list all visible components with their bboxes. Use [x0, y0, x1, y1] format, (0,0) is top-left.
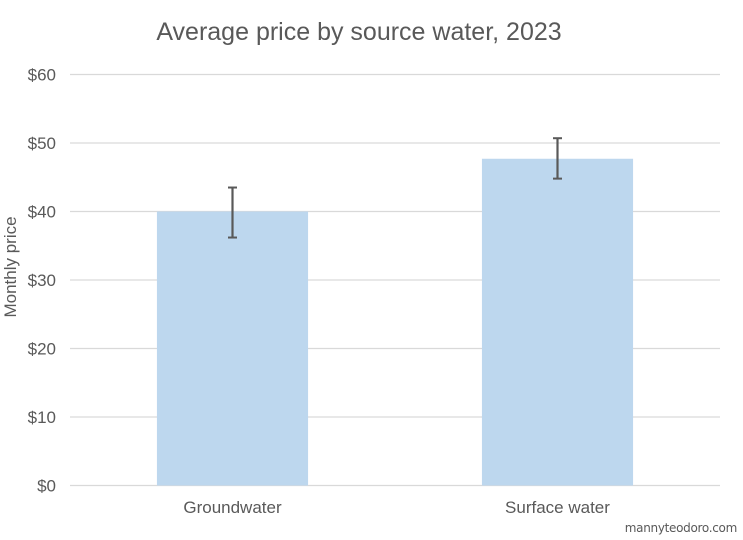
- y-axis-ticks: $0 $10 $20 $30 $40 $50 $60: [28, 66, 56, 496]
- bar-groundwater: [156, 211, 309, 486]
- error-bar: [228, 186, 237, 239]
- credit-watermark: mannyteodoro.com: [624, 521, 738, 535]
- y-tick-label: $10: [28, 408, 56, 427]
- y-tick-label: $50: [28, 134, 56, 153]
- chart-title: Average price by source water, 2023: [156, 18, 561, 46]
- y-tick-label: $40: [28, 203, 56, 222]
- x-category-label: Surface water: [505, 498, 610, 517]
- y-tick-label: $30: [28, 271, 56, 290]
- y-tick-label: $20: [28, 340, 56, 359]
- x-category-label: Groundwater: [183, 498, 282, 517]
- error-bar: [553, 137, 562, 180]
- x-axis-labels: Groundwater Surface water: [183, 498, 610, 517]
- y-tick-label: $0: [37, 477, 56, 496]
- y-axis-label: Monthly price: [1, 216, 20, 317]
- y-tick-label: $60: [28, 66, 56, 85]
- error-bars: [228, 137, 562, 239]
- bars: [156, 158, 634, 486]
- bar-surface-water: [481, 158, 634, 486]
